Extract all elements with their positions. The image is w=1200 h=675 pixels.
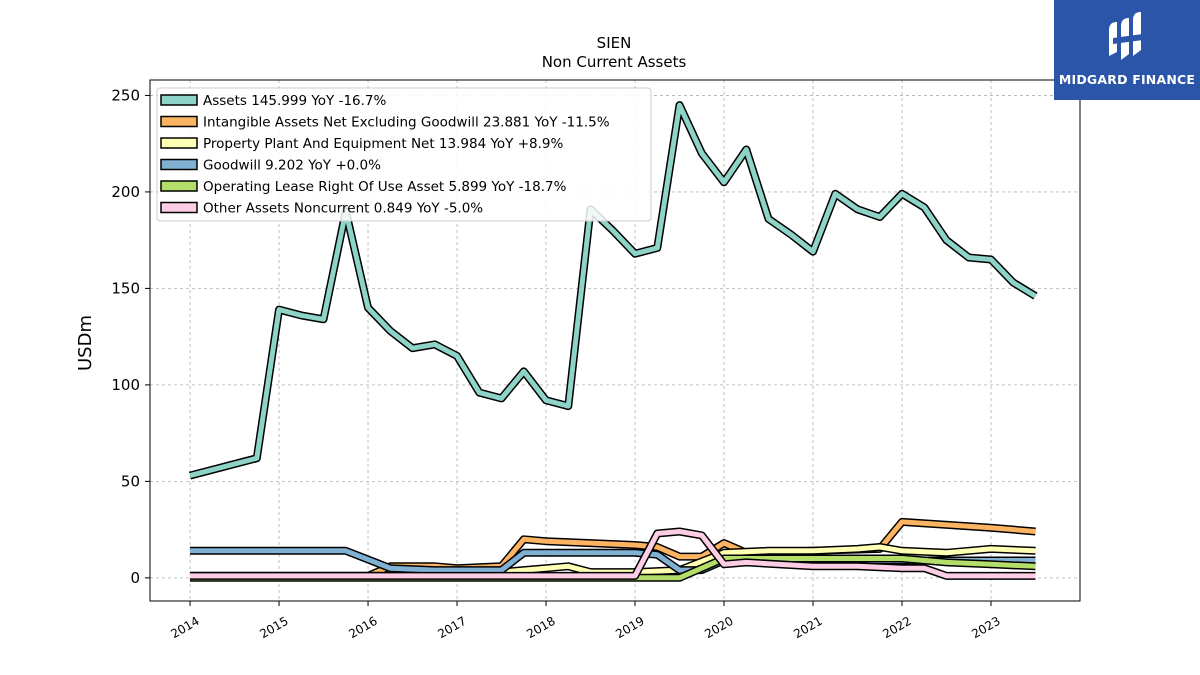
plot-frame <box>149 79 1081 602</box>
brand-logo: MIDGARD FINANCE <box>1054 0 1200 100</box>
y-tick-label: 50 <box>121 472 140 490</box>
legend-swatch <box>160 115 198 128</box>
x-tick-label: 2020 <box>702 614 735 641</box>
x-ticks: 2014 2015 2016 2017 2018 2019 2020 2021 2022 2023 <box>168 601 1003 641</box>
x-tick-label: 2016 <box>346 614 379 641</box>
x-tick-label: 2014 <box>168 614 201 641</box>
legend-entry: Other Assets Noncurrent 0.849 YoY -5.0% <box>203 201 483 217</box>
chart-subtitle: Non Current Assets <box>542 53 687 71</box>
y-axis-label: USDm <box>75 315 96 371</box>
x-tick-label: 2023 <box>969 614 1002 641</box>
legend-box <box>156 87 652 222</box>
legend-swatch <box>160 158 198 171</box>
midgard-logo-icon <box>1109 12 1143 60</box>
legend-entry: Assets 145.999 YoY -16.7% <box>203 93 387 109</box>
series-line <box>189 102 1037 479</box>
legend-swatch <box>160 137 198 149</box>
series-line <box>190 529 1036 579</box>
x-tick-label: 2018 <box>524 614 557 641</box>
legend: Assets 145.999 YoY -16.7% Intangible Asse… <box>156 87 652 222</box>
legend-swatch <box>160 94 198 106</box>
x-tick-label: 2015 <box>257 614 290 641</box>
legend-entry: Intangible Assets Net Excluding Goodwill… <box>203 115 610 131</box>
y-tick-label: 250 <box>111 86 140 104</box>
x-tick-label: 2022 <box>880 614 913 641</box>
y-tick-label: 150 <box>111 279 140 297</box>
chart-title: SIEN <box>597 34 632 52</box>
series-layer <box>188 101 1038 582</box>
y-tick-label: 0 <box>130 569 140 587</box>
brand-name: MIDGARD FINANCE <box>1058 72 1196 87</box>
legend-entry: Property Plant And Equipment Net 13.984 … <box>203 136 563 152</box>
x-tick-label: 2019 <box>613 614 646 641</box>
legend-swatch <box>160 180 198 192</box>
y-ticks: 0 50 100 150 200 250 <box>111 86 150 587</box>
x-tick-label: 2021 <box>791 614 824 641</box>
legend-entry: Operating Lease Right Of Use Asset 5.899… <box>203 179 567 195</box>
legend-entry: Goodwill 9.202 YoY +0.0% <box>203 158 381 174</box>
legend-swatch <box>160 201 198 214</box>
y-tick-label: 100 <box>111 376 140 394</box>
x-tick-label: 2017 <box>435 614 468 641</box>
y-tick-label: 200 <box>111 183 140 201</box>
